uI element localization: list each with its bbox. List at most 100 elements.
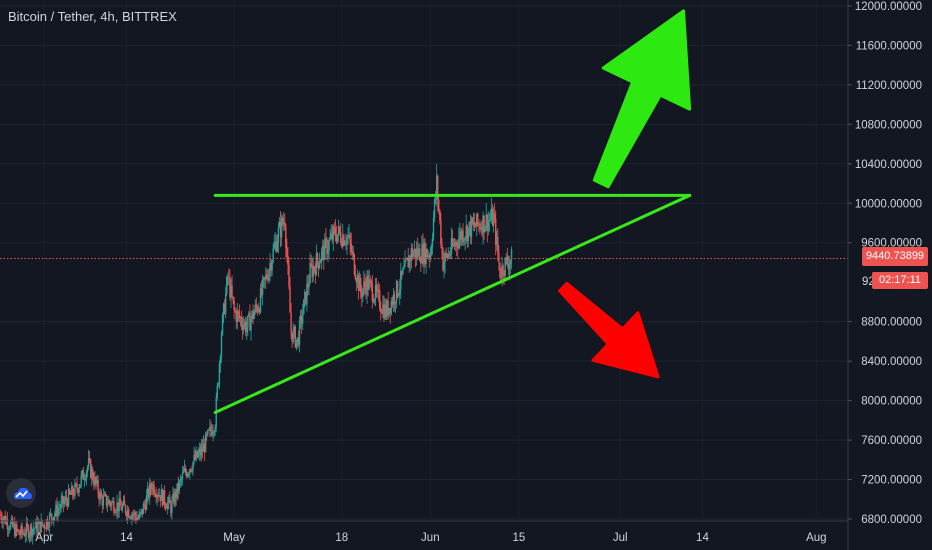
time-axis[interactable]: Apr 14 May 18 Jun 15 Jul 14 Aug (0, 520, 848, 544)
candle-body (47, 526, 50, 528)
price-axis[interactable]: 12000.00000 11600.00000 11200.00000 10800.0… (848, 1, 922, 526)
candle-body (210, 426, 212, 431)
candle-body (76, 483, 78, 489)
candle-body (463, 239, 465, 242)
candle-body (120, 505, 122, 511)
candle-body (500, 277, 502, 279)
candle-body (190, 469, 192, 471)
candle-body (418, 248, 420, 256)
candle-body (416, 248, 419, 256)
candle-body (407, 257, 409, 268)
price-tick-label: 11200.00000 (856, 80, 922, 92)
candle-body (467, 227, 469, 242)
candle-body (30, 525, 33, 537)
candle-body (502, 265, 504, 276)
price-tick-label: 10800.00000 (855, 119, 922, 131)
candle-body (404, 259, 406, 267)
time-tick-label: 14 (696, 532, 709, 544)
candle-body (335, 235, 338, 242)
bearish-arrow[interactable] (558, 281, 660, 379)
candle-body (308, 283, 310, 288)
candle-body (129, 517, 131, 519)
candle-body (501, 265, 503, 278)
candle-body (434, 196, 437, 200)
candle-body (143, 503, 146, 505)
candle-body (361, 292, 363, 298)
candle-body (96, 479, 98, 484)
candle-body (479, 224, 481, 229)
support-trend-line[interactable] (213, 193, 692, 414)
candle-body (61, 496, 63, 501)
candle-body (384, 304, 386, 319)
candle-body (391, 301, 394, 305)
candle-body (218, 363, 221, 384)
candle-body (465, 225, 467, 238)
candle-body (366, 275, 368, 295)
candle-body (31, 529, 34, 537)
time-tick-label: 15 (513, 532, 526, 544)
price-tick-label: 10000.00000 (855, 198, 922, 210)
candle-body (88, 458, 91, 460)
candle-body (397, 294, 400, 297)
candle-body (35, 520, 37, 529)
candle-body (413, 248, 416, 253)
candle-body (387, 300, 389, 316)
candle-body (73, 494, 75, 497)
candle-body (303, 299, 305, 315)
last-price-label: 9440.73899 (862, 247, 928, 266)
candle-body (29, 525, 32, 535)
candle-body (14, 524, 16, 537)
candle-body (56, 504, 58, 517)
candle-body (255, 304, 257, 308)
candle-body (150, 483, 152, 489)
bullish-arrow[interactable] (592, 9, 692, 189)
candle-body (464, 237, 466, 240)
candle-body (285, 226, 287, 249)
candle-body (269, 263, 271, 271)
candle-body (441, 244, 443, 249)
candle-body (347, 235, 349, 238)
candle-body (71, 486, 73, 495)
candle-body (148, 488, 150, 498)
candle-body (459, 231, 461, 239)
candle-body (207, 430, 209, 435)
candle-body (17, 530, 19, 531)
candle-body (86, 466, 89, 472)
candle-body (99, 492, 101, 500)
candle-body (23, 532, 25, 536)
price-tick-label: 7200.00000 (861, 475, 922, 487)
candle-body (261, 279, 264, 295)
candle-body (188, 473, 190, 475)
candle-body (323, 245, 325, 260)
candle-body (395, 281, 398, 303)
chart-title: Bitcoin / Tether, 4h, BITTREX (8, 9, 177, 24)
price-tick-label: 8400.00000 (861, 356, 922, 368)
candle-body (5, 519, 8, 524)
candle-body (344, 243, 346, 246)
tradingview-logo[interactable] (6, 478, 36, 508)
candle-body (234, 310, 236, 312)
candle-body (197, 453, 199, 458)
candle-body (360, 278, 362, 293)
candle-body (102, 495, 105, 506)
candle-body (362, 289, 364, 298)
candle-body (298, 320, 301, 345)
candle-body (338, 226, 341, 233)
candle-body (439, 210, 441, 221)
candle-body (481, 227, 483, 235)
candle-body (254, 304, 256, 313)
candle-body (172, 494, 174, 501)
candle-body (28, 534, 31, 538)
candle-body (79, 484, 81, 488)
candle-body (0, 514, 1, 515)
candle-body (241, 324, 244, 331)
candle-body (151, 488, 153, 491)
candle-body (85, 471, 88, 480)
candle-body (46, 519, 49, 527)
candle-body (333, 226, 336, 229)
candle-body (420, 261, 422, 264)
candle-body (167, 502, 169, 509)
candle-body (457, 246, 459, 249)
